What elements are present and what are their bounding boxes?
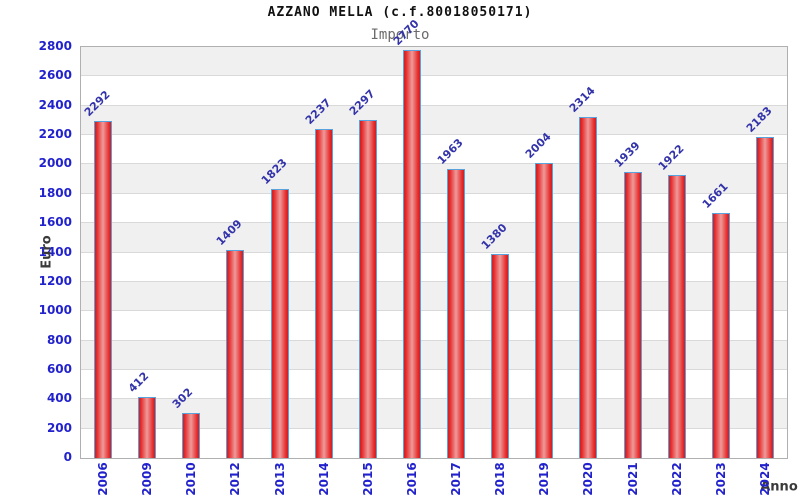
x-tick-label: 2017 — [449, 462, 464, 496]
y-tick-label: 400 — [46, 391, 72, 406]
x-tick-label: 2015 — [360, 462, 375, 496]
gridline — [81, 222, 787, 224]
x-tick-label: 2021 — [625, 462, 640, 496]
x-tick-label: 2024 — [757, 462, 772, 496]
x-tick-label: 2010 — [184, 462, 199, 496]
gridline — [81, 427, 787, 429]
y-tick-label: 2400 — [38, 97, 72, 112]
bar-2022 — [667, 174, 686, 458]
y-tick-label: 800 — [46, 332, 72, 347]
gridline — [81, 280, 787, 282]
bar-2024 — [755, 136, 774, 458]
bar-2018 — [491, 254, 510, 458]
x-tick-label: 2023 — [713, 462, 728, 496]
gridline — [81, 398, 787, 400]
x-tick-label: 2012 — [228, 462, 243, 496]
gridline — [81, 75, 787, 77]
x-tick-label: 2009 — [140, 462, 155, 496]
bar-2015 — [358, 119, 377, 458]
x-tick-label: 2013 — [272, 462, 287, 496]
bar-2006 — [94, 120, 113, 458]
gridline — [81, 192, 787, 194]
x-tick-label: 2022 — [669, 462, 684, 496]
y-tick-label: 2600 — [38, 68, 72, 83]
bar-2017 — [447, 168, 466, 458]
x-tick-label: 2016 — [404, 462, 419, 496]
y-tick-label: 2800 — [38, 39, 72, 53]
gridline — [81, 368, 787, 370]
y-tick-label: 200 — [46, 420, 72, 435]
y-tick-label: 2000 — [38, 156, 72, 171]
gridline — [81, 163, 787, 165]
bar-2020 — [579, 117, 598, 458]
y-tick-label: 1200 — [38, 273, 72, 288]
chart-subtitle: Importo — [370, 27, 430, 43]
y-tick-label: 2200 — [38, 127, 72, 142]
bar-2021 — [623, 172, 642, 458]
gridline — [81, 339, 787, 341]
x-tick-label: 2014 — [316, 462, 331, 496]
gridline — [81, 134, 787, 136]
x-tick-label: 2019 — [537, 462, 552, 496]
background-band — [81, 105, 787, 136]
bar-2013 — [270, 189, 289, 458]
gridline — [81, 104, 787, 106]
x-tick-label: 2018 — [493, 462, 508, 496]
x-axis-title: Anno — [760, 479, 798, 495]
y-tick-label: 600 — [46, 361, 72, 376]
x-tick-label: 2020 — [581, 462, 596, 496]
bar-2019 — [535, 162, 554, 458]
gridline — [81, 251, 787, 253]
x-tick-label: 2006 — [96, 462, 111, 496]
bar-value-label: 1963 — [434, 136, 466, 167]
y-tick-label: 1400 — [38, 244, 72, 259]
bar-2010 — [182, 412, 201, 458]
bar-value-label: 412 — [125, 369, 152, 395]
background-band — [81, 47, 787, 77]
bar-2016 — [402, 50, 421, 458]
y-tick-label: 0 — [63, 450, 72, 464]
y-tick-label: 1000 — [38, 303, 72, 318]
gridline — [81, 310, 787, 312]
y-tick-label: 1600 — [38, 215, 72, 230]
chart-title: AZZANO MELLA (c.f.80018050171) — [267, 5, 533, 20]
bar-2012 — [226, 250, 245, 458]
y-tick-label: 1800 — [38, 185, 72, 200]
bar-2023 — [711, 213, 730, 458]
bar-2009 — [138, 396, 157, 458]
y-axis-title: Euro — [39, 235, 55, 269]
plot-area: 2292 412 302 1409 1823 2237 2297 2770 1963 1380 20… — [80, 18, 788, 459]
bar-2014 — [314, 128, 333, 458]
